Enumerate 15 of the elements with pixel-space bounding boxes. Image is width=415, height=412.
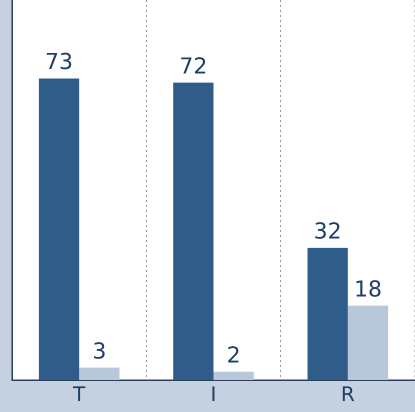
data-label: 72 [179, 54, 208, 80]
bar [38, 78, 80, 380]
x-tick-label: I [210, 382, 216, 406]
data-label: 3 [92, 339, 106, 364]
data-label: 2 [226, 343, 241, 368]
bar [348, 306, 388, 380]
bar [308, 248, 348, 380]
bar [214, 372, 254, 380]
data-label: 18 [354, 277, 382, 302]
data-label: 32 [314, 220, 342, 245]
x-tick-label: T [72, 382, 86, 406]
x-tick-label: R [340, 382, 355, 406]
data-label: 73 [45, 50, 74, 76]
bar [173, 82, 214, 380]
bar [79, 368, 120, 380]
